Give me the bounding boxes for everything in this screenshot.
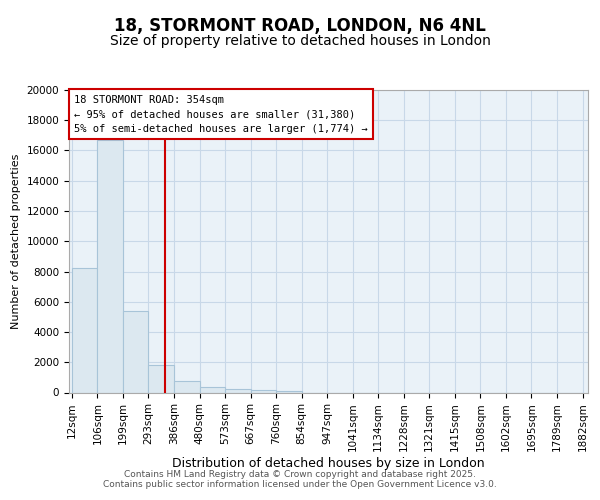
Text: 18 STORMONT ROAD: 354sqm
← 95% of detached houses are smaller (31,380)
5% of sem: 18 STORMONT ROAD: 354sqm ← 95% of detach… bbox=[74, 94, 368, 134]
Text: Contains HM Land Registry data © Crown copyright and database right 2025.
Contai: Contains HM Land Registry data © Crown c… bbox=[103, 470, 497, 489]
Y-axis label: Number of detached properties: Number of detached properties bbox=[11, 154, 21, 329]
Bar bbox=[72, 268, 97, 392]
X-axis label: Distribution of detached houses by size in London: Distribution of detached houses by size … bbox=[172, 456, 485, 469]
Bar bbox=[251, 390, 276, 392]
Bar bbox=[200, 387, 225, 392]
Text: Size of property relative to detached houses in London: Size of property relative to detached ho… bbox=[110, 34, 490, 48]
Bar bbox=[225, 389, 251, 392]
Bar bbox=[174, 381, 200, 392]
Bar bbox=[123, 311, 148, 392]
Bar bbox=[148, 364, 174, 392]
Bar bbox=[276, 390, 302, 392]
Text: 18, STORMONT ROAD, LONDON, N6 4NL: 18, STORMONT ROAD, LONDON, N6 4NL bbox=[114, 18, 486, 36]
Bar bbox=[97, 140, 123, 392]
